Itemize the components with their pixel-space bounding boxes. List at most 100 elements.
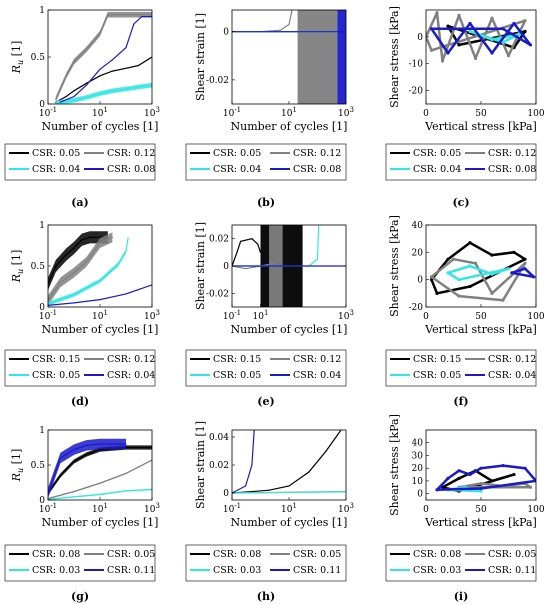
- legend-entry: CSR: 0.03: [32, 565, 80, 576]
- data-point: [490, 37, 494, 42]
- data-point: [107, 14, 109, 16]
- data-point: [133, 23, 135, 25]
- y-tick-label: 30: [412, 451, 424, 461]
- y-axis-label: Ru [1]: [10, 41, 25, 75]
- panel-b: 10-1 101 103 -0.02 0 Number of cycles [1] Shea…: [185, 9, 354, 209]
- legend-entry: CSR: 0.08: [413, 549, 461, 560]
- data-point: [55, 98, 57, 100]
- data-point: [99, 482, 101, 484]
- data-point: [473, 56, 478, 60]
- data-point: [125, 472, 127, 474]
- data-point: [457, 469, 461, 473]
- y-tick-label: 0: [39, 303, 45, 313]
- series-4-loop: [435, 464, 536, 492]
- data-point: [85, 444, 88, 446]
- data-point: [468, 264, 472, 268]
- y-tick-label: 0: [223, 489, 229, 499]
- data-point: [532, 275, 536, 279]
- x-tick-label: 50: [475, 312, 487, 322]
- y-axis-label: Shear stress [kPa]: [388, 215, 401, 317]
- data-point: [506, 267, 511, 271]
- series-3-line: [48, 488, 152, 500]
- series-3-loop: [446, 264, 510, 281]
- data-point: [73, 247, 75, 249]
- legend: CSR: 0.05 CSR: 0.12 CSR: 0.04 CSR: 0.08: [185, 143, 347, 181]
- series-4-band: [48, 438, 126, 499]
- y-tick-label: -20: [409, 303, 424, 313]
- data-point: [85, 453, 88, 456]
- x-axis-label: Number of cycles [1]: [42, 516, 159, 529]
- panel-h: 10-1 101 103 0 0.02 0.04 Number of cycles [1] S…: [185, 421, 354, 603]
- legend: CSR: 0.15 CSR: 0.12 CSR: 0.05 CSR: 0.04: [185, 349, 347, 387]
- plot-area: [435, 464, 536, 493]
- data-point: [473, 261, 478, 265]
- data-point: [236, 251, 238, 253]
- legend-box: [185, 143, 347, 181]
- plot-area: [232, 430, 346, 494]
- data-point: [468, 472, 472, 477]
- legend-entry: CSR: 0.08: [107, 164, 155, 175]
- plot-area: [55, 11, 152, 104]
- series-1-line: [232, 238, 262, 267]
- legend-entry: CSR: 0.05: [32, 148, 80, 159]
- y-tick-label: 0: [417, 33, 423, 43]
- y-tick-label: -10: [409, 60, 424, 70]
- data-point: [89, 236, 91, 238]
- data-point: [99, 93, 101, 95]
- series-1-line: [232, 430, 342, 494]
- data-point: [279, 29, 282, 31]
- x-tick-label: 101: [92, 502, 108, 515]
- legend-entry: CSR: 0.12: [488, 148, 536, 159]
- legend-entry: CSR: 0.15: [213, 354, 261, 365]
- y-axis-label: Shear stress [kPa]: [388, 414, 401, 516]
- data-point: [435, 488, 439, 492]
- legend-entry: CSR: 0.12: [107, 354, 155, 365]
- data-point: [451, 257, 456, 261]
- data-point: [523, 29, 527, 34]
- legend-box: [385, 349, 537, 387]
- data-point: [65, 75, 67, 77]
- data-point: [457, 294, 461, 298]
- data-point: [429, 48, 434, 52]
- data-point: [501, 298, 505, 302]
- x-tick-label: 103: [338, 309, 354, 322]
- data-point: [99, 493, 101, 495]
- y-tick-label: 0.5: [31, 53, 46, 63]
- data-point: [325, 450, 327, 452]
- x-axis-label: Vertical stress [kPa]: [424, 120, 537, 133]
- y-tick-label: 20: [412, 248, 424, 258]
- data-point: [99, 75, 101, 77]
- legend-entry: CSR: 0.08: [213, 549, 261, 560]
- data-point: [59, 101, 62, 103]
- panel-a: 10-1 101 103 0 0.5 1 Number of cycles [1] Ru [1…: [4, 6, 160, 209]
- series-4: [510, 267, 536, 279]
- data-point: [85, 84, 88, 86]
- legend-entry: CSR: 0.12: [293, 354, 341, 365]
- series-4: [232, 430, 255, 494]
- x-tick-label: 0: [423, 109, 429, 119]
- legend-entry: CSR: 0.05: [213, 148, 261, 159]
- legend-entry: CSR: 0.08: [32, 549, 80, 560]
- legend-entry: CSR: 0.05: [107, 549, 155, 560]
- series-2-band: [48, 232, 113, 306]
- legend: CSR: 0.08 CSR: 0.05 CSR: 0.03 CSR: 0.11: [185, 544, 347, 582]
- legend-entry: CSR: 0.04: [32, 164, 80, 175]
- y-tick-label: 0.02: [209, 461, 229, 471]
- x-axis-label: Number of cycles [1]: [42, 120, 159, 133]
- series-4: [48, 284, 152, 306]
- data-point: [501, 27, 505, 31]
- data-point: [435, 291, 439, 295]
- data-point: [111, 90, 114, 92]
- legend: CSR: 0.15 CSR: 0.12 CSR: 0.05 CSR: 0.04: [385, 349, 537, 387]
- series-2: [48, 459, 152, 500]
- legend-entry: CSR: 0.04: [213, 164, 261, 175]
- legend-box: [185, 544, 347, 582]
- legend-entry: CSR: 0.12: [107, 148, 155, 159]
- data-point: [125, 250, 127, 252]
- plot-area: [232, 10, 346, 104]
- y-tick-label: 0: [223, 28, 229, 38]
- x-tick-label: 50: [475, 109, 487, 119]
- series-4-line: [232, 430, 255, 494]
- y-axis-label: Shear stress [kPa]: [388, 6, 401, 108]
